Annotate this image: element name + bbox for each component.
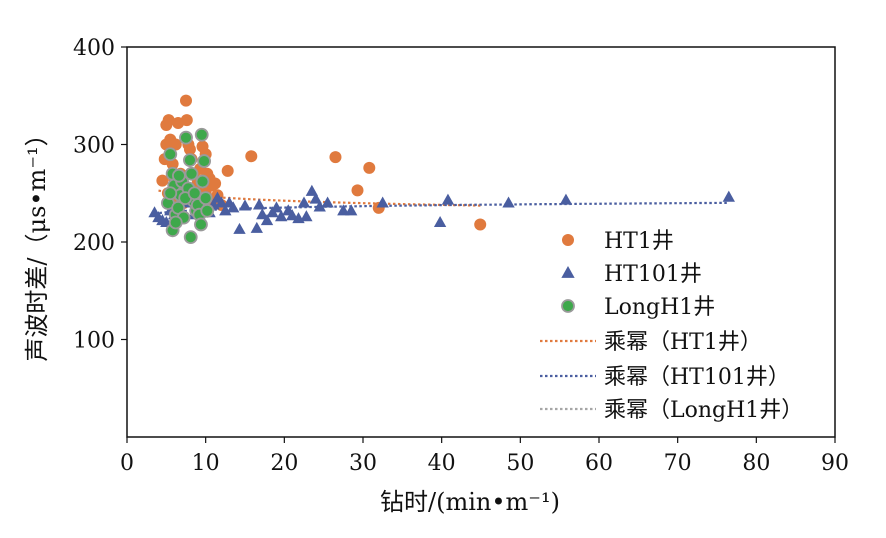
data-point [163,147,178,162]
x-tick-label: 20 [270,451,298,476]
legend-label: 乘幂（HT1井） [604,330,762,355]
data-point [183,230,198,245]
data-point [180,114,193,127]
legend-marker [562,234,574,246]
x-tick-label: 80 [742,451,770,476]
y-tick-label: 300 [73,134,115,159]
data-point [351,184,364,197]
data-point [313,200,326,212]
data-point [559,193,573,205]
data-point [275,210,288,222]
data-point [337,204,350,216]
y-axis-ticks: 100 200 300 400 [73,36,127,354]
data-point [209,177,222,190]
x-axis-ticks: 0 10 20 30 40 50 60 70 80 90 [120,437,849,476]
data-point [329,151,342,164]
y-tick-label: 100 [73,329,115,354]
fit-line [154,201,729,215]
y-tick-label: 200 [73,231,115,256]
data-point [179,130,193,145]
y-axis-title: 声波时差/（μs•m⁻¹） [23,122,51,361]
data-point [162,114,175,127]
x-tick-label: 30 [349,451,377,476]
data-point [172,168,186,183]
data-points [148,94,735,245]
legend-marker [561,299,575,313]
data-point [300,210,313,222]
legend-label: HT101井 [604,262,702,287]
data-point [215,196,228,208]
data-point [194,127,209,142]
x-tick-label: 10 [192,451,220,476]
data-point [233,222,246,234]
data-point [345,204,358,216]
x-tick-label: 70 [664,451,692,476]
data-point [169,138,182,151]
data-point [219,204,232,216]
data-point [194,217,208,232]
data-point [270,201,283,213]
data-point [309,192,322,204]
data-point [722,190,735,202]
data-point [250,221,263,233]
data-point [163,186,178,201]
data-point [168,215,183,230]
data-point [156,174,169,187]
data-point [245,150,258,163]
data-point [441,193,455,205]
y-tick-label: 400 [73,36,115,61]
data-point [197,154,211,168]
legend-label: 乘幂（LongH1井） [604,398,803,423]
x-tick-label: 40 [428,451,456,476]
data-point [474,218,487,231]
data-point [297,196,311,208]
data-point [183,143,196,156]
x-tick-label: 90 [821,451,849,476]
legend-label: 乘幂（HT101井） [604,365,790,390]
legend-label: LongH1井 [604,295,715,320]
data-point [260,214,274,226]
data-point [433,216,447,228]
data-point [221,164,234,177]
data-point [305,184,319,196]
data-point [180,94,192,107]
data-point [502,196,515,208]
x-tick-label: 50 [506,451,534,476]
data-point [252,198,266,210]
data-point [184,166,199,181]
data-point [286,209,299,221]
data-point [376,196,389,208]
x-axis-title: 钻时/(min•m⁻¹) [380,488,560,516]
legend-marker [561,266,575,278]
data-point [187,186,202,201]
data-point [256,208,269,220]
data-point [227,201,240,213]
data-point [238,199,252,211]
legend-label: HT1井 [604,229,674,254]
data-point [200,203,215,218]
data-point [195,174,210,189]
x-tick-label: 60 [585,451,613,476]
data-point [183,153,197,168]
x-tick-label: 0 [120,451,134,476]
data-point [321,196,334,208]
data-point [363,161,376,174]
